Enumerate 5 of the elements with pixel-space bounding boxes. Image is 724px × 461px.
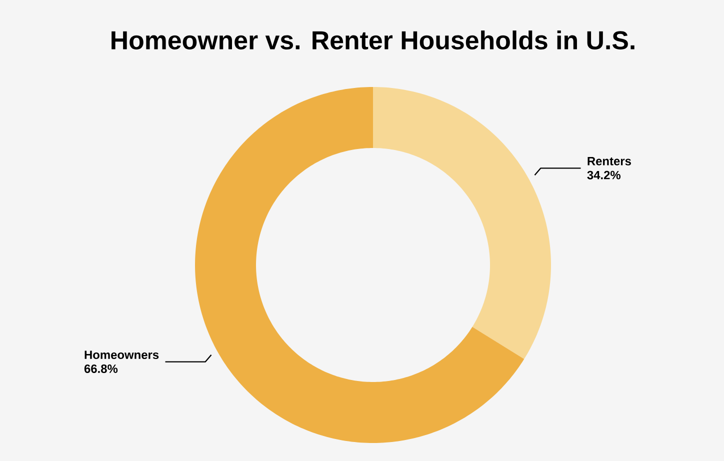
- slice-label: Renters: [588, 157, 631, 166]
- data-label: 66.8%: [84, 364, 118, 373]
- data-label: 34.2%: [587, 170, 621, 180]
- slice-label: Homeowners: [84, 350, 159, 360]
- chart-title: Homeowner vs. Renter Households in U.S.: [112, 30, 634, 50]
